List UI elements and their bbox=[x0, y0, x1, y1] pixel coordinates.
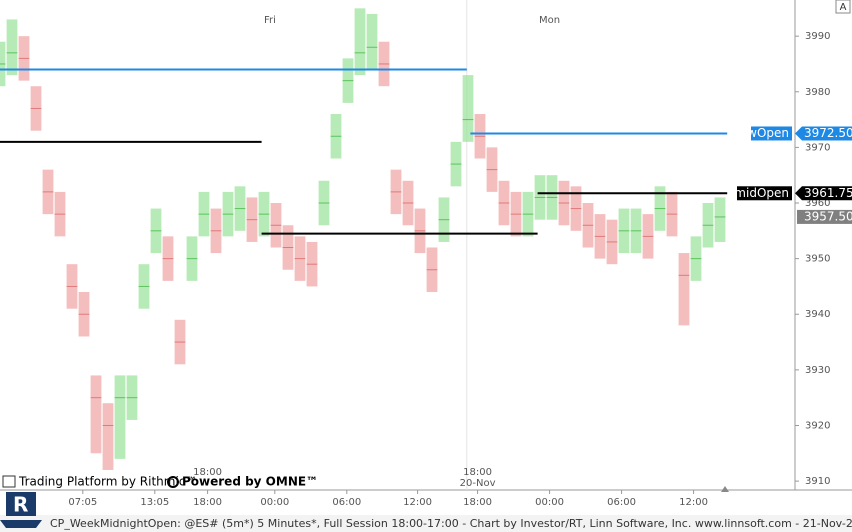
x-tick-label: 06:00 bbox=[332, 497, 361, 508]
y-tick-label: 3980 bbox=[805, 87, 830, 98]
x-tick-label: 07:05 bbox=[68, 497, 97, 508]
y-tick-label: 3950 bbox=[805, 254, 830, 265]
price-range bbox=[462, 75, 474, 142]
footer: CP_WeekMidnightOpen: @ES# (5m*) 5 Minute… bbox=[50, 517, 852, 530]
x-tick-label: 18:00 bbox=[193, 497, 222, 508]
button[interactable] bbox=[835, 0, 851, 14]
price-range bbox=[678, 253, 690, 326]
x-tick-label: 18:00 bbox=[463, 497, 492, 508]
y-tick-label: 3930 bbox=[805, 365, 830, 376]
price-range bbox=[714, 197, 726, 242]
day-label: Fri bbox=[264, 15, 276, 26]
level-label-bg bbox=[751, 126, 792, 141]
x-tick-label: 00:00 bbox=[535, 497, 564, 508]
credit: Powered by OMNE™ bbox=[182, 475, 318, 489]
price-range bbox=[366, 13, 378, 70]
session-label: 18:00 bbox=[463, 467, 492, 478]
price-range bbox=[114, 375, 126, 459]
y-tick-label: 3920 bbox=[805, 420, 830, 431]
level-label: midOpen bbox=[734, 186, 789, 200]
y-tick-label: 3940 bbox=[805, 309, 830, 320]
credit-icon bbox=[2, 475, 16, 488]
price-range bbox=[90, 375, 102, 454]
price-range bbox=[102, 403, 114, 470]
button-label[interactable]: A bbox=[840, 2, 847, 13]
y-tick-label: 3970 bbox=[805, 142, 830, 153]
price-range bbox=[6, 19, 18, 76]
y-tick-label: 3960 bbox=[805, 198, 830, 209]
session-sublabel: 20-Nov bbox=[460, 478, 496, 489]
svg-text:R: R bbox=[13, 493, 28, 517]
session-label: 18:00 bbox=[193, 467, 222, 478]
value-label: 3972.50 bbox=[804, 126, 852, 140]
credit-bg bbox=[0, 474, 300, 489]
price-range bbox=[354, 8, 366, 76]
x-tick-label: 06:00 bbox=[607, 497, 636, 508]
x-tick-label: 13:05 bbox=[140, 497, 169, 508]
logo: R bbox=[0, 492, 42, 528]
level-label: wOpen bbox=[747, 126, 789, 140]
last-label: 3957.50 bbox=[804, 209, 852, 223]
value-label: 3961.75 bbox=[804, 186, 852, 200]
scroll-marker bbox=[721, 486, 729, 492]
y-tick-label: 3990 bbox=[805, 31, 830, 42]
day-label: Mon bbox=[539, 15, 560, 26]
credit: Trading Platform by Rithmic™ bbox=[18, 475, 197, 489]
omne-icon bbox=[167, 476, 179, 488]
value-box bbox=[795, 126, 852, 141]
x-tick-label: 00:00 bbox=[260, 497, 289, 508]
y-tick-label: 3910 bbox=[805, 476, 830, 487]
last-box bbox=[797, 209, 852, 224]
value-box bbox=[795, 186, 852, 201]
x-tick-label: 12:00 bbox=[403, 497, 432, 508]
level-label-bg bbox=[737, 186, 792, 201]
x-tick-label: 12:00 bbox=[679, 497, 708, 508]
footer-bg bbox=[0, 515, 852, 532]
